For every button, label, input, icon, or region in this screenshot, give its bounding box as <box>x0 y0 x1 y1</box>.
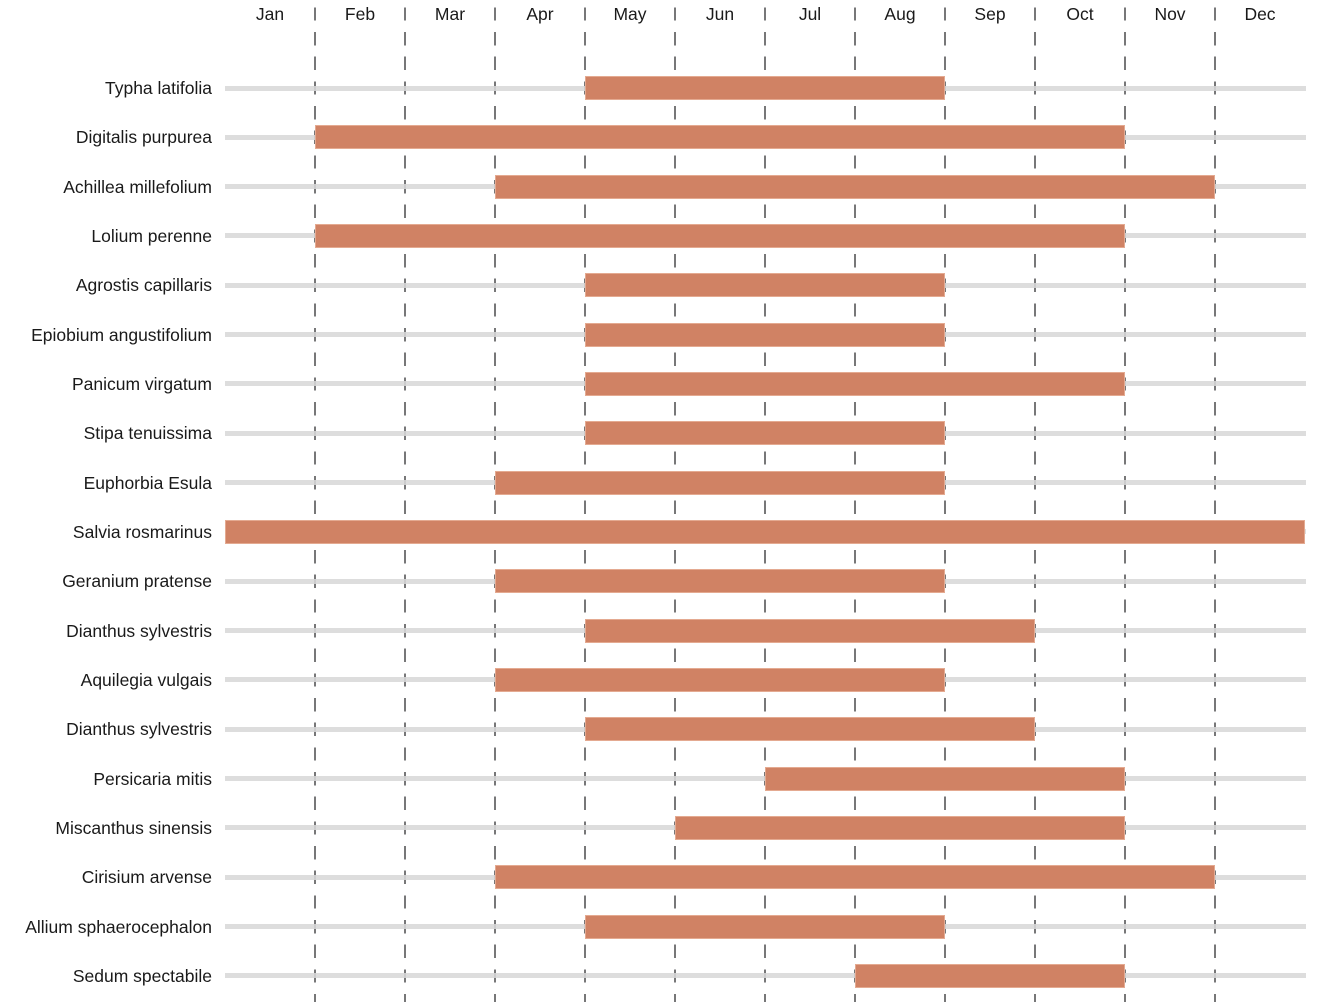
flowering-period-bar <box>855 963 1125 988</box>
plant-label: Miscanthus sinensis <box>55 817 212 838</box>
plant-label: Geranium pratense <box>62 571 212 592</box>
month-gridline-aug-sep <box>944 0 946 1002</box>
month-label-dec: Dec <box>1244 4 1276 24</box>
month-label-feb: Feb <box>344 4 376 24</box>
plant-label: Cirisium arvense <box>81 867 212 888</box>
flowering-period-bar <box>585 371 1125 396</box>
flowering-period-bar <box>585 421 945 446</box>
month-gridline-apr-may <box>584 0 586 1002</box>
plant-label: Dianthus sylvestris <box>66 719 212 740</box>
flowering-period-bar <box>495 174 1215 199</box>
flowering-period-bar <box>765 766 1125 791</box>
plant-label: Aquilegia vulgais <box>80 669 212 690</box>
month-label-jan: Jan <box>255 4 285 24</box>
plant-label: Dianthus sylvestris <box>66 620 212 641</box>
flowering-period-bar <box>675 815 1125 840</box>
plant-label: Digitalis purpurea <box>75 127 212 148</box>
flowering-period-bar <box>585 322 945 347</box>
plant-label: Agrostis capillaris <box>75 275 212 296</box>
plant-label: Euphorbia Esula <box>83 472 212 493</box>
flowering-period-bar <box>585 914 945 939</box>
flowering-period-bar <box>585 618 1035 643</box>
month-label-apr: Apr <box>526 4 554 24</box>
flowering-period-bar <box>495 865 1215 890</box>
plant-label: Allium sphaerocephalon <box>25 916 212 937</box>
flowering-period-bar <box>585 76 945 100</box>
month-gridline-nov-dec <box>1214 0 1216 1002</box>
month-label-nov: Nov <box>1154 4 1186 24</box>
plant-label: Achillea millefolium <box>63 176 212 197</box>
month-gridline-oct-nov <box>1124 0 1126 1002</box>
month-label-jun: Jun <box>705 4 735 24</box>
flowering-period-bar <box>495 569 945 594</box>
plant-label: Salvia rosmarinus <box>72 521 212 542</box>
month-label-mar: Mar <box>434 4 466 24</box>
flowering-period-bar <box>315 223 1125 248</box>
month-gridline-jun-jul <box>764 0 766 1002</box>
month-gridline-feb-mar <box>404 0 406 1002</box>
month-gridline-sep-oct <box>1034 0 1036 1002</box>
month-label-aug: Aug <box>884 4 916 24</box>
plant-label: Typha latifolia <box>104 78 212 98</box>
flowering-period-bar <box>225 519 1305 544</box>
month-label-may: May <box>613 4 647 24</box>
timeline-track <box>225 973 1306 979</box>
plant-label: Panicum virgatum <box>71 373 212 394</box>
month-gridline-may-jun <box>674 0 676 1002</box>
flowering-period-bar <box>495 470 945 495</box>
flowering-period-bar <box>315 125 1125 150</box>
flowering-period-bar <box>585 717 1035 742</box>
flowering-period-bar <box>495 667 945 692</box>
flowering-period-bar <box>585 273 945 298</box>
month-gridline-jan-feb <box>314 0 316 1002</box>
plant-label: Stipa tenuissima <box>83 423 212 444</box>
month-label-jul: Jul <box>798 4 822 24</box>
plant-label: Lolium perenne <box>91 225 212 246</box>
month-gridline-jul-aug <box>854 0 856 1002</box>
plant-label: Persicaria mitis <box>93 768 212 789</box>
plant-label: Sedum spectabile <box>72 965 212 986</box>
month-label-sep: Sep <box>974 4 1006 24</box>
month-label-oct: Oct <box>1066 4 1094 24</box>
plant-label: Epiobium angustifolium <box>31 324 212 345</box>
month-gridline-mar-apr <box>494 0 496 1002</box>
